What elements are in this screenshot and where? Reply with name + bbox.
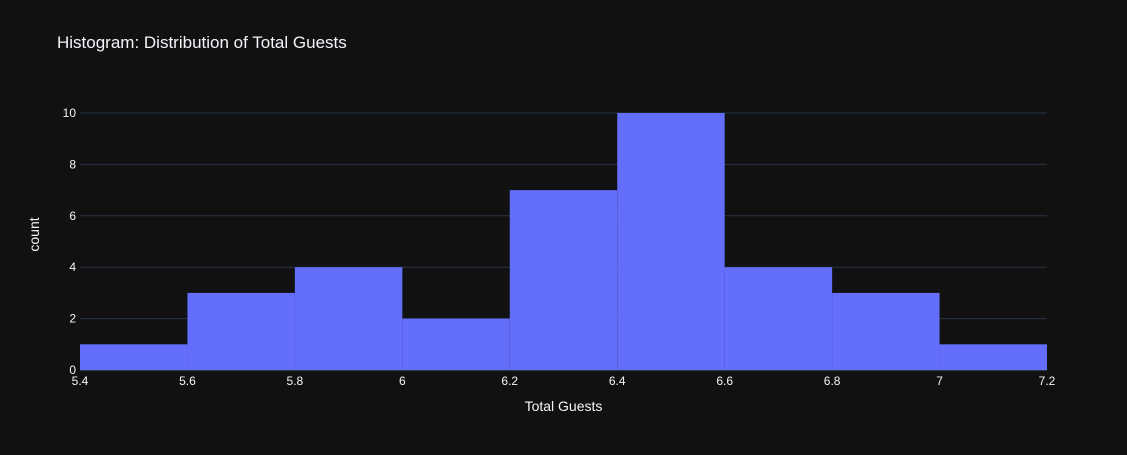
histogram-bar <box>294 267 403 370</box>
x-tick-label: 7.2 <box>1039 374 1056 388</box>
histogram-bar <box>187 292 295 370</box>
x-tick-labels: 5.4 5.6 5.8 6 6.2 6.4 6.6 6.8 7 7.2 <box>72 374 1056 388</box>
y-tick-label: 8 <box>69 157 76 171</box>
histogram-bar <box>617 113 725 370</box>
x-axis-title: Total Guests <box>525 398 603 414</box>
x-tick-label: 6.6 <box>716 374 733 388</box>
x-tick-label: 6.2 <box>501 374 518 388</box>
y-tick-label: 10 <box>63 106 77 120</box>
x-tick-label: 6 <box>399 374 406 388</box>
x-tick-label: 7 <box>936 374 943 388</box>
y-tick-label: 2 <box>69 312 76 326</box>
y-tick-label: 4 <box>69 260 76 274</box>
chart-title: Histogram: Distribution of Total Guests <box>57 33 347 52</box>
y-axis-title: count <box>26 217 42 251</box>
x-tick-label: 5.4 <box>72 374 89 388</box>
histogram-bar <box>402 318 510 370</box>
histogram-bar <box>832 292 940 370</box>
x-tick-label: 5.8 <box>287 374 304 388</box>
histogram-bar <box>509 190 618 370</box>
x-tick-label: 6.4 <box>609 374 626 388</box>
x-tick-label: 5.6 <box>179 374 196 388</box>
histogram-bar <box>939 344 1047 370</box>
y-tick-label: 6 <box>69 209 76 223</box>
histogram-bars <box>80 113 1047 370</box>
histogram-bar <box>80 344 188 370</box>
y-tick-labels: 0 2 4 6 8 10 <box>63 106 77 377</box>
histogram-bar <box>724 267 833 370</box>
y-tick-label: 0 <box>69 363 76 377</box>
x-tick-label: 6.8 <box>824 374 841 388</box>
